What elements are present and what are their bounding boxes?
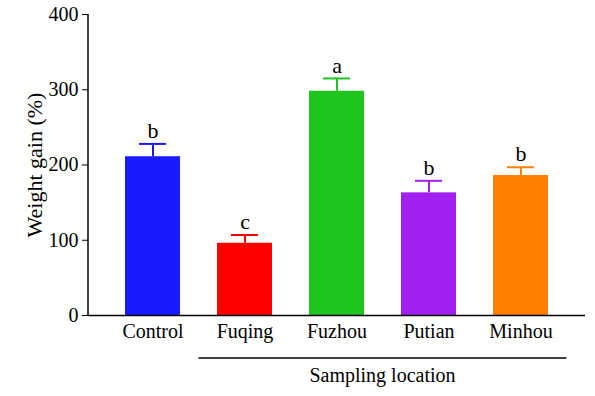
svg-text:Fuqing: Fuqing xyxy=(217,320,274,343)
svg-text:Minhou: Minhou xyxy=(489,320,552,342)
svg-text:100: 100 xyxy=(49,229,79,251)
svg-text:b: b xyxy=(516,141,527,166)
svg-text:Fuzhou: Fuzhou xyxy=(307,320,367,342)
svg-text:c: c xyxy=(240,209,250,234)
svg-text:Weight gain (%): Weight gain (%) xyxy=(22,93,47,238)
svg-text:Putian: Putian xyxy=(403,320,454,342)
svg-text:300: 300 xyxy=(49,78,79,100)
svg-text:400: 400 xyxy=(49,3,79,25)
svg-text:200: 200 xyxy=(49,153,79,175)
svg-text:Control: Control xyxy=(122,320,184,342)
svg-text:0: 0 xyxy=(69,304,79,326)
svg-text:b: b xyxy=(424,155,435,180)
svg-text:Sampling location: Sampling location xyxy=(309,364,455,387)
svg-text:b: b xyxy=(148,118,159,143)
svg-text:a: a xyxy=(332,53,342,78)
